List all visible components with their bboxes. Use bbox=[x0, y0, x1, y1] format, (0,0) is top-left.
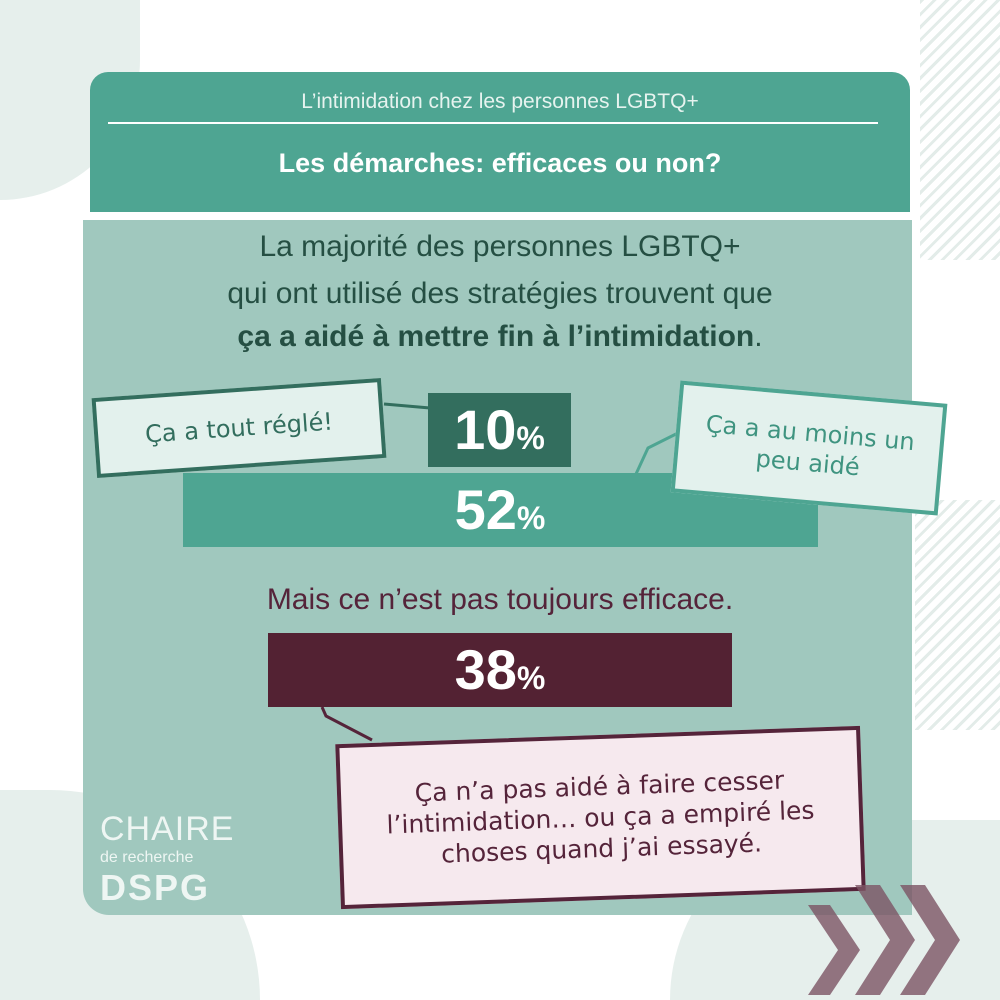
value-label-10: 10% bbox=[454, 398, 545, 461]
background-stripes bbox=[920, 0, 1000, 260]
value-label-38: 38% bbox=[454, 638, 546, 701]
dspg-logo: CHAIRE de recherche DSPG bbox=[100, 810, 234, 909]
logo-line-3: DSPG bbox=[100, 867, 211, 908]
header-divider bbox=[108, 122, 878, 124]
callout-not-helped: Ça n’a pas aidé à faire cesser l’intimid… bbox=[335, 725, 866, 910]
header-subtitle: L’intimidation chez les personnes LGBTQ+ bbox=[301, 90, 699, 113]
background-stripes bbox=[915, 500, 1000, 730]
intro-period: . bbox=[754, 320, 763, 353]
bar-not-helped: 38% bbox=[267, 633, 732, 707]
intro-emphasis: ça a aidé à mettre fin à l’intimidation bbox=[237, 320, 755, 353]
callout-helped-a-bit: Ça a au moins un peu aidé bbox=[670, 380, 948, 516]
intro-line-3: ça a aidé à mettre fin à l’intimidation. bbox=[0, 320, 1000, 354]
bar-all-solved: 10% bbox=[428, 393, 571, 467]
header-banner: L’intimidation chez les personnes LGBTQ+… bbox=[90, 72, 910, 212]
intro-line-2: qui ont utilisé des stratégies trouvent … bbox=[227, 277, 773, 310]
contrast-text: Mais ce n’est pas toujours efficace. bbox=[266, 583, 734, 616]
value-label-52: 52% bbox=[454, 478, 546, 541]
page-title: Les démarches: efficaces ou non? bbox=[278, 148, 722, 178]
logo-line-1: CHAIRE bbox=[100, 810, 235, 848]
intro-line-1: La majorité des personnes LGBTQ+ bbox=[259, 230, 741, 263]
logo-line-2: de recherche bbox=[100, 849, 194, 866]
